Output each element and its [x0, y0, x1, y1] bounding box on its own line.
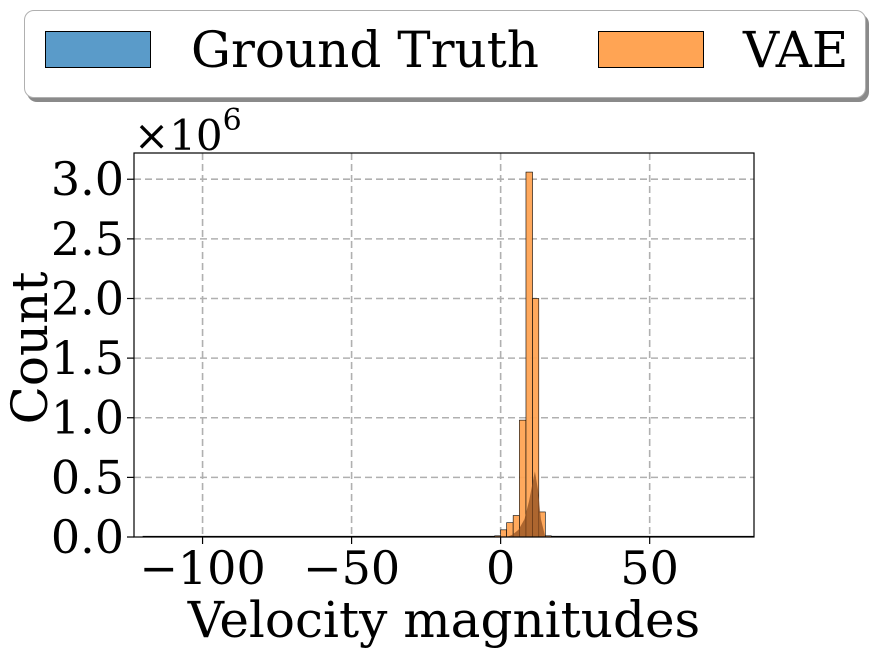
y-tick-label-5: 2.5 — [51, 212, 124, 266]
axis-ticks: −100 −50 0 50 0.0 0.51.0 1.5 2.02.5 3.0 — [51, 152, 679, 595]
offset-label: ×106 — [134, 103, 242, 160]
legend: Ground Truth VAE — [24, 10, 866, 98]
y-tick-label-3: 1.5 — [51, 331, 124, 385]
legend-swatch-vae — [598, 31, 704, 68]
y-tick-label-1: 0.5 — [51, 450, 124, 504]
y-tick-label-6: 3.0 — [51, 152, 124, 206]
x-tick-label-1: −50 — [303, 541, 400, 595]
y-tick-label-0: 0.0 — [51, 510, 124, 564]
x-axis-label: Velocity magnitudes — [187, 591, 700, 649]
histogram-bars — [142, 171, 755, 538]
y-tick-label-4: 2.0 — [51, 271, 124, 325]
legend-label-vae: VAE — [743, 21, 849, 79]
y-tick-label-2: 1.0 — [51, 391, 124, 445]
legend-swatch-ground-truth — [45, 31, 151, 68]
offset-exponent: 6 — [223, 103, 242, 138]
bar-vae-5 — [525, 171, 533, 538]
y-axis-label: Count — [1, 272, 59, 425]
bar-vae-1 — [500, 529, 507, 538]
overlay-ground-truth-area — [506, 471, 546, 537]
overlay-curve — [506, 471, 546, 537]
x-tick-label-0: −100 — [139, 541, 265, 595]
grid-lines — [134, 153, 754, 537]
plot-frame — [133, 152, 755, 538]
legend-label-ground-truth: Ground Truth — [191, 21, 539, 79]
x-tick-label-2: 0 — [486, 541, 515, 595]
x-tick-label-3: 50 — [620, 541, 679, 595]
